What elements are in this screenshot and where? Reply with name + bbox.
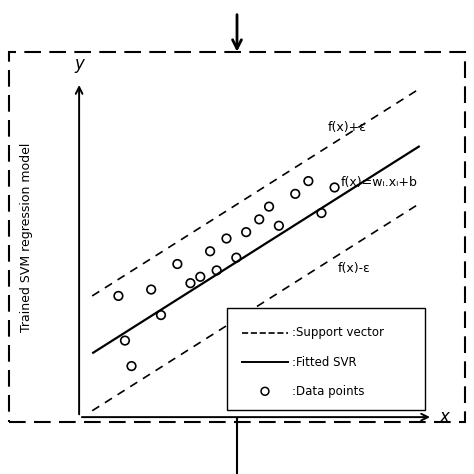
Text: Trained SVM regression model: Trained SVM regression model — [19, 142, 33, 332]
Point — [242, 228, 250, 236]
Point — [147, 286, 155, 293]
Text: :Data points: :Data points — [292, 385, 365, 398]
Point — [115, 292, 122, 300]
Point — [223, 235, 230, 242]
Text: f(x)-ε: f(x)-ε — [338, 262, 371, 274]
Point — [255, 216, 263, 223]
Point — [318, 209, 325, 217]
Point — [173, 260, 181, 268]
Point — [206, 247, 214, 255]
Point — [292, 190, 299, 198]
Text: :Fitted SVR: :Fitted SVR — [292, 356, 356, 368]
Text: :Support vector: :Support vector — [292, 326, 384, 339]
Point — [260, 383, 268, 391]
Text: f(x)+ε: f(x)+ε — [328, 121, 367, 134]
Point — [305, 177, 312, 185]
Point — [275, 222, 283, 229]
Point — [331, 184, 338, 191]
Text: f(x)=wᵢ.xᵢ+b: f(x)=wᵢ.xᵢ+b — [341, 176, 418, 190]
Point — [187, 279, 194, 287]
FancyBboxPatch shape — [227, 308, 425, 410]
Point — [157, 311, 165, 319]
Text: y: y — [74, 55, 84, 73]
Point — [121, 337, 129, 345]
Point — [265, 203, 273, 210]
Point — [233, 254, 240, 262]
Point — [128, 362, 135, 370]
Point — [197, 273, 204, 281]
Point — [213, 266, 220, 274]
Text: x: x — [439, 408, 449, 426]
